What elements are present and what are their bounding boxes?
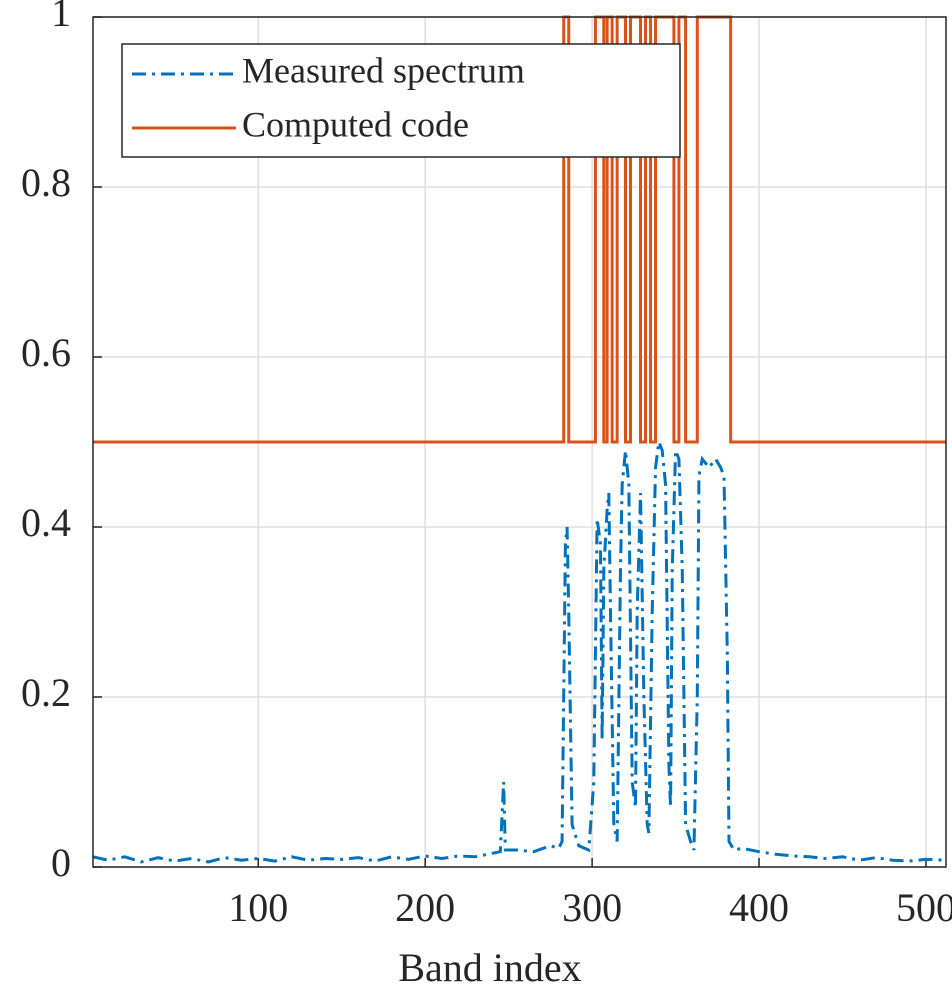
x-tick-label: 100: [228, 885, 288, 930]
legend-box: [121, 43, 681, 158]
y-tick-label: 0: [51, 840, 71, 885]
legend: Measured spectrum Computed code: [121, 43, 681, 158]
y-tick-label: 0.2: [21, 670, 71, 715]
x-axis-label: Band index: [398, 945, 581, 990]
line-series: [92, 441, 947, 864]
x-tick-label: 300: [562, 885, 622, 930]
x-tick-label: 500: [896, 885, 952, 930]
y-tick-label: 1: [51, 0, 71, 35]
x-tick-label: 400: [729, 885, 789, 930]
x-tick-label: 200: [395, 885, 455, 930]
axes-box: [92, 16, 947, 868]
legend-label: Measured spectrum: [242, 50, 525, 90]
y-tick-label: 0.4: [21, 500, 71, 545]
legend-label: Computed code: [242, 104, 469, 144]
y-tick-label: 0.6: [21, 330, 71, 375]
y-tick-label: 0.8: [21, 160, 71, 205]
